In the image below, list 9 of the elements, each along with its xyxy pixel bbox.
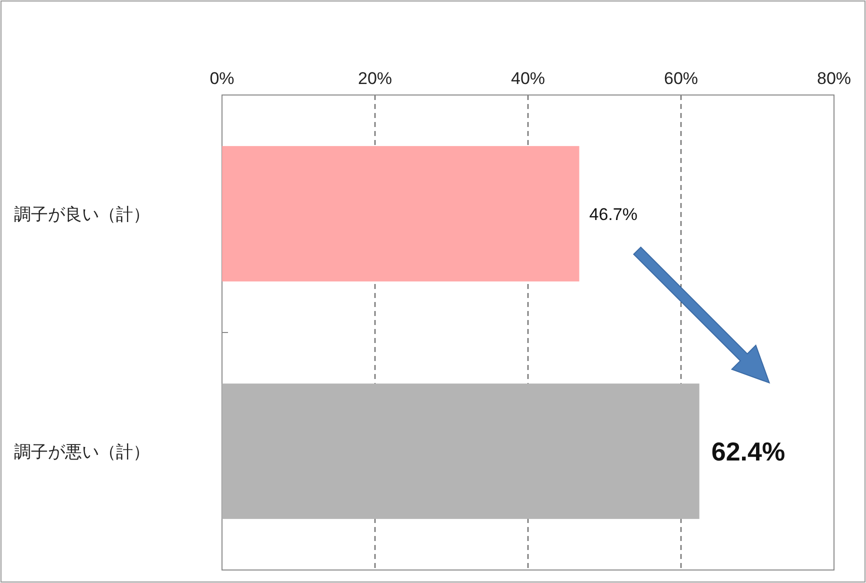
x-tick-label: 0% — [210, 69, 234, 88]
data-label: 46.7% — [589, 204, 638, 224]
x-tick-label: 20% — [358, 69, 392, 88]
y-tick-label: 調子が悪い（計） — [14, 442, 150, 462]
data-label: 62.4% — [711, 436, 786, 466]
x-tick-label: 80% — [816, 69, 852, 88]
y-tick-label: 調子が良い（計） — [14, 204, 150, 224]
x-tick-label: 60% — [664, 69, 698, 88]
x-tick-label: 40% — [510, 69, 546, 88]
